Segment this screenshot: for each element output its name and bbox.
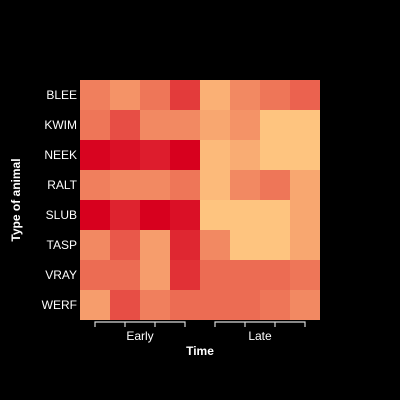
heatmap-cell-vray-2 xyxy=(110,260,140,290)
heatmap-cell-neek-7 xyxy=(260,140,290,170)
heatmap-cell-vray-1 xyxy=(80,260,110,290)
heatmap-cell-vray-6 xyxy=(230,260,260,290)
heatmap-cell-neek-6 xyxy=(230,140,260,170)
heatmap-cell-werf-4 xyxy=(170,290,200,320)
heatmap-cell-vray-7 xyxy=(260,260,290,290)
heatmap-cell-vray-5 xyxy=(200,260,230,290)
heatmap-cell-vray-4 xyxy=(170,260,200,290)
heatmap-cell-kwim-8 xyxy=(290,110,320,140)
group-bracket-early xyxy=(94,321,186,327)
heatmap-cell-vray-3 xyxy=(140,260,170,290)
heatmap-cell-werf-3 xyxy=(140,290,170,320)
row-label-slub: SLUB xyxy=(46,208,77,222)
heatmap-cell-slub-3 xyxy=(140,200,170,230)
heatmap-cell-blee-1 xyxy=(80,80,110,110)
heatmap-cell-kwim-5 xyxy=(200,110,230,140)
heatmap-cell-tasp-2 xyxy=(110,230,140,260)
row-label-vray: VRAY xyxy=(45,268,77,282)
heatmap-cell-kwim-7 xyxy=(260,110,290,140)
heatmap-cell-ralt-7 xyxy=(260,170,290,200)
heatmap-cell-tasp-5 xyxy=(200,230,230,260)
heatmap-cell-blee-8 xyxy=(290,80,320,110)
heatmap-cell-ralt-3 xyxy=(140,170,170,200)
row-label-tasp: TASP xyxy=(47,238,77,252)
heatmap-cell-slub-2 xyxy=(110,200,140,230)
heatmap-cell-ralt-2 xyxy=(110,170,140,200)
heatmap-cell-slub-7 xyxy=(260,200,290,230)
heatmap-cell-tasp-3 xyxy=(140,230,170,260)
heatmap-cell-werf-8 xyxy=(290,290,320,320)
heatmap-cell-neek-8 xyxy=(290,140,320,170)
heatmap-cell-werf-5 xyxy=(200,290,230,320)
heatmap-cell-tasp-6 xyxy=(230,230,260,260)
y-axis-title: Type of animal xyxy=(9,158,23,241)
heatmap-cell-slub-1 xyxy=(80,200,110,230)
heatmap-cell-ralt-5 xyxy=(200,170,230,200)
heatmap-cell-kwim-1 xyxy=(80,110,110,140)
heatmap-cell-tasp-7 xyxy=(260,230,290,260)
row-label-blee: BLEE xyxy=(46,88,77,102)
heatmap-cell-blee-3 xyxy=(140,80,170,110)
heatmap-cell-blee-4 xyxy=(170,80,200,110)
row-labels: BLEE KWIM NEEK RALT SLUB TASP VRAY WERF xyxy=(42,88,78,312)
heatmap-cell-slub-5 xyxy=(200,200,230,230)
heatmap-cell-ralt-4 xyxy=(170,170,200,200)
heatmap-cell-kwim-2 xyxy=(110,110,140,140)
heatmap-cells xyxy=(80,80,320,320)
heatmap-cell-neek-3 xyxy=(140,140,170,170)
heatmap-cell-neek-1 xyxy=(80,140,110,170)
heatmap-cell-blee-2 xyxy=(110,80,140,110)
heatmap-cell-kwim-3 xyxy=(140,110,170,140)
heatmap-cell-kwim-4 xyxy=(170,110,200,140)
group-label-late: Late xyxy=(248,329,272,343)
row-label-kwim: KWIM xyxy=(44,118,77,132)
heatmap-cell-kwim-6 xyxy=(230,110,260,140)
row-label-ralt: RALT xyxy=(47,178,77,192)
heatmap-cell-blee-7 xyxy=(260,80,290,110)
heatmap-cell-blee-6 xyxy=(230,80,260,110)
group-label-early: Early xyxy=(126,329,153,343)
heatmap-cell-tasp-1 xyxy=(80,230,110,260)
heatmap-cell-vray-8 xyxy=(290,260,320,290)
row-label-neek: NEEK xyxy=(44,148,77,162)
column-group-brackets: Early Late xyxy=(94,321,306,343)
heatmap-cell-slub-4 xyxy=(170,200,200,230)
heatmap-cell-slub-6 xyxy=(230,200,260,230)
heatmap-cell-werf-7 xyxy=(260,290,290,320)
heatmap-cell-ralt-6 xyxy=(230,170,260,200)
heatmap-cell-tasp-4 xyxy=(170,230,200,260)
heatmap-cell-tasp-8 xyxy=(290,230,320,260)
heatmap-cell-werf-1 xyxy=(80,290,110,320)
heatmap-cell-ralt-8 xyxy=(290,170,320,200)
heatmap-cell-werf-2 xyxy=(110,290,140,320)
heatmap-cell-werf-6 xyxy=(230,290,260,320)
heatmap-cell-neek-2 xyxy=(110,140,140,170)
heatmap-cell-slub-8 xyxy=(290,200,320,230)
x-axis-title: Time xyxy=(186,344,214,358)
heatmap-cell-ralt-1 xyxy=(80,170,110,200)
group-bracket-late xyxy=(214,321,306,327)
row-label-werf: WERF xyxy=(42,298,77,312)
heatmap-cell-neek-5 xyxy=(200,140,230,170)
heatmap-cell-blee-5 xyxy=(200,80,230,110)
heatmap-cell-neek-4 xyxy=(170,140,200,170)
